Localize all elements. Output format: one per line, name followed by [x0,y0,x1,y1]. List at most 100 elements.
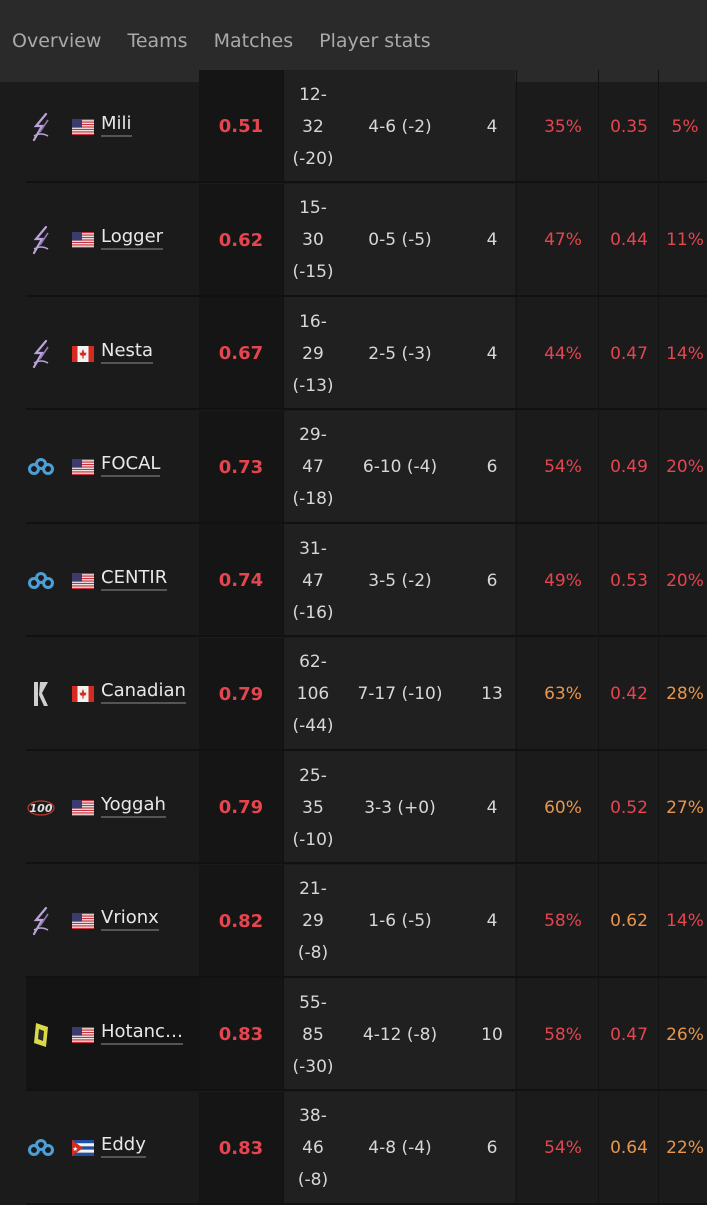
player-name-link[interactable]: Yoggah [101,794,166,818]
table-row[interactable]: 100 Yoggah 0.79 25- 35 (-10) 3-3 (+0) 4 60% 0.52 2… [0,751,707,864]
kpr-value: 0.47 [610,1024,648,1045]
maps-played-value: 10 [481,1024,503,1045]
round-diff-value: 7-17 (-10) [357,684,443,704]
kill-death-value: 62- 106 (-44) [292,652,334,736]
maps-played-value: 6 [486,570,498,591]
percent-value: 58% [544,911,582,931]
round-diff-value: 3-3 (+0) [364,797,436,818]
hs-percent-value: 14% [666,911,704,931]
dallas-fuel-logo-icon [26,297,56,410]
kingdom-logo-icon [26,638,56,751]
table-row[interactable]: Nesta 0.67 16- 29 (-13) 2-5 (-3) 4 44% 0.47 14% [0,297,707,410]
hs-percent-value: 11% [666,230,704,250]
dallas-fuel-logo-icon [26,70,56,183]
kill-death-value: 31- 47 (-16) [292,538,334,623]
percent-value: 60% [544,797,582,818]
percent-value: 35% [544,116,582,137]
percent-value: 58% [544,1024,582,1045]
rating-value: 0.79 [218,683,264,705]
maps-played-value: 4 [486,797,498,818]
percent-value: 44% [544,343,582,364]
percent-value: 54% [544,1138,582,1158]
percent-value: 47% [544,230,582,250]
player-name-link[interactable]: Canadian [101,680,186,704]
flag-ca-icon [72,686,94,702]
table-row[interactable]: FOCAL 0.73 29- 47 (-18) 6-10 (-4) 6 54% 0.49 20% [0,410,707,524]
tab-overview[interactable]: Overview [12,30,102,52]
round-diff-value: 2-5 (-3) [368,343,432,364]
maps-played-value: 6 [486,1138,498,1158]
table-row[interactable]: Mili 0.51 12- 32 (-20) 4-6 (-2) 4 35% 0.35 5% [0,70,707,183]
player-name-link[interactable]: CENTIR [101,567,168,591]
kill-death-value: 55- 85 (-30) [292,992,334,1077]
cloud9-logo-icon [26,411,56,524]
player-name-link[interactable]: Mili [101,113,132,137]
kill-death-value: 21- 29 (-8) [297,879,329,963]
rating-value: 0.73 [218,456,264,478]
kpr-value: 0.44 [610,230,648,250]
round-diff-value: 0-5 (-5) [368,230,432,250]
tab-matches[interactable]: Matches [213,30,294,52]
maps-played-value: 4 [486,911,498,931]
kpr-value: 0.53 [610,570,648,591]
player-name-link[interactable]: Nesta [101,340,154,364]
table-row[interactable]: Canadian 0.79 62- 106 (-44) 7-17 (-10) 13 63% 0.… [0,637,707,751]
kpr-value: 0.35 [610,116,648,137]
player-name-link[interactable]: Vrionx [101,907,159,931]
table-row[interactable]: Eddy 0.83 38- 46 (-8) 4-8 (-4) 6 54% 0.64 22% [0,1091,707,1205]
table-row[interactable]: Hotanc… 0.83 55- 85 (-30) 4-12 (-8) 10 58% 0.47 2… [0,978,707,1091]
cloud9-logo-icon [26,1092,56,1205]
kpr-value: 0.52 [610,797,648,818]
hs-percent-value: 20% [666,457,704,477]
player-name-link[interactable]: Logger [101,226,164,250]
rating-value: 0.51 [218,116,264,137]
kpr-value: 0.64 [610,1138,648,1158]
hs-percent-value: 5% [671,116,699,137]
flag-cu-icon [72,1140,94,1156]
dallas-fuel-logo-icon [26,865,56,978]
hs-percent-value: 22% [666,1138,704,1158]
table-row[interactable]: CENTIR 0.74 31- 47 (-16) 3-5 (-2) 6 49% 0.53 20% [0,524,707,637]
flag-us-icon [72,572,94,589]
flag-us-icon [72,118,94,135]
kill-death-value: 38- 46 (-8) [297,1106,329,1190]
kpr-value: 0.62 [610,911,648,931]
kpr-value: 0.49 [610,457,648,477]
flag-us-icon [72,232,94,248]
tab-player-stats[interactable]: Player stats [319,30,431,52]
top-nav: Overview Teams Matches Player stats [0,0,707,82]
player-name-link[interactable]: Hotanc… [101,1021,183,1045]
table-row[interactable]: Vrionx 0.82 21- 29 (-8) 1-6 (-5) 4 58% 0.62 14% [0,864,707,978]
kill-death-value: 29- 47 (-18) [292,425,334,509]
table-row[interactable]: Logger 0.62 15- 30 (-15) 0-5 (-5) 4 47% 0.44 11% [0,183,707,297]
rebel-logo-icon [26,978,56,1091]
maps-played-value: 4 [486,230,498,250]
kill-death-value: 12- 32 (-20) [292,84,334,169]
hs-percent-value: 26% [666,1024,704,1045]
svg-text:100: 100 [30,802,53,815]
rating-value: 0.82 [218,910,264,932]
round-diff-value: 1-6 (-5) [368,911,432,931]
flag-us-icon [72,799,94,816]
hs-percent-value: 14% [666,343,704,364]
round-diff-value: 6-10 (-4) [362,457,438,477]
flag-us-icon [72,1026,94,1043]
player-name-link[interactable]: Eddy [101,1134,146,1158]
hs-percent-value: 28% [666,684,704,704]
player-stats-table: Mili 0.51 12- 32 (-20) 4-6 (-2) 4 35% 0.35 5% Logg… [0,70,707,1205]
maps-played-value: 6 [486,457,498,477]
kill-death-value: 16- 29 (-13) [292,311,334,396]
kill-death-value: 15- 30 (-15) [292,198,334,282]
hs-percent-value: 27% [666,797,704,818]
rating-value: 0.79 [218,797,264,818]
rating-value: 0.83 [218,1024,264,1045]
round-diff-value: 4-6 (-2) [368,116,432,137]
rating-value: 0.62 [218,229,264,251]
round-diff-value: 3-5 (-2) [368,570,432,591]
100-thieves-logo-icon: 100 [26,751,56,864]
player-name-link[interactable]: FOCAL [101,453,161,477]
maps-played-value: 13 [481,684,503,704]
kpr-value: 0.42 [610,684,648,704]
rating-value: 0.67 [218,343,264,364]
tab-teams[interactable]: Teams [127,30,188,52]
